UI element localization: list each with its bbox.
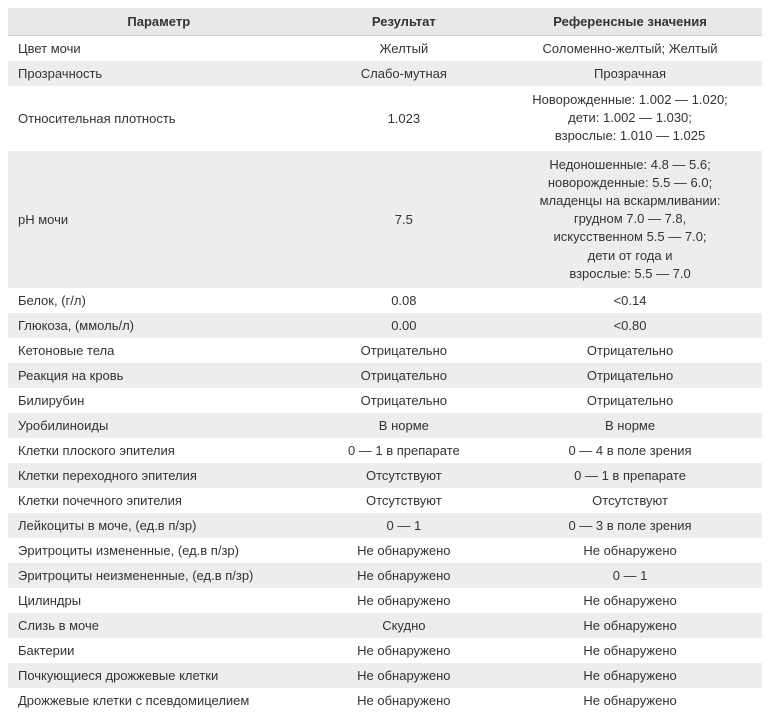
cell-reference: 0 — 1 [498, 563, 762, 588]
cell-parameter: Дрожжевые клетки с псевдомицелием [8, 688, 310, 713]
table-row: УробилиноидыВ нормеВ норме [8, 413, 762, 438]
cell-reference: <0.14 [498, 288, 762, 313]
table-row: Белок, (г/л)0.08<0.14 [8, 288, 762, 313]
table-row: ПрозрачностьСлабо-мутнаяПрозрачная [8, 61, 762, 86]
cell-reference: Не обнаружено [498, 638, 762, 663]
cell-result: Отсутствуют [310, 488, 499, 513]
cell-reference: 0 — 3 в поле зрения [498, 513, 762, 538]
cell-parameter: Билирубин [8, 388, 310, 413]
cell-result: 0.08 [310, 288, 499, 313]
cell-parameter: Почкующиеся дрожжевые клетки [8, 663, 310, 688]
cell-result: Не обнаружено [310, 588, 499, 613]
cell-parameter: Прозрачность [8, 61, 310, 86]
table-row: Слизь в мочеСкудноНе обнаружено [8, 613, 762, 638]
cell-parameter: Слизь в моче [8, 613, 310, 638]
cell-parameter: Эритроциты измененные, (ед.в п/зр) [8, 538, 310, 563]
cell-result: 1.023 [310, 86, 499, 151]
urinalysis-table: Параметр Результат Референсные значения … [8, 8, 762, 713]
column-header-parameter: Параметр [8, 8, 310, 36]
table-body: Цвет мочиЖелтыйСоломенно-желтый; ЖелтыйП… [8, 36, 762, 713]
cell-reference: Не обнаружено [498, 588, 762, 613]
cell-result: Слабо-мутная [310, 61, 499, 86]
cell-parameter: Уробилиноиды [8, 413, 310, 438]
cell-result: 0 — 1 [310, 513, 499, 538]
cell-result: Скудно [310, 613, 499, 638]
cell-reference: Прозрачная [498, 61, 762, 86]
cell-reference: Отрицательно [498, 338, 762, 363]
table-row: Реакция на кровьОтрицательноОтрицательно [8, 363, 762, 388]
table-row: Эритроциты измененные, (ед.в п/зр)Не обн… [8, 538, 762, 563]
cell-result: 7.5 [310, 151, 499, 288]
table-row: БилирубинОтрицательноОтрицательно [8, 388, 762, 413]
cell-reference: Не обнаружено [498, 538, 762, 563]
cell-result: Не обнаружено [310, 688, 499, 713]
table-row: ЦилиндрыНе обнаруженоНе обнаружено [8, 588, 762, 613]
cell-result: Желтый [310, 36, 499, 62]
cell-result: Отрицательно [310, 363, 499, 388]
cell-parameter: Клетки почечного эпителия [8, 488, 310, 513]
table-row: pH мочи7.5Недоношенные: 4.8 — 5.6;новоро… [8, 151, 762, 288]
table-row: Эритроциты неизмененные, (ед.в п/зр)Не о… [8, 563, 762, 588]
cell-parameter: Лейкоциты в моче, (ед.в п/зр) [8, 513, 310, 538]
cell-parameter: pH мочи [8, 151, 310, 288]
cell-parameter: Глюкоза, (ммоль/л) [8, 313, 310, 338]
cell-parameter: Клетки плоского эпителия [8, 438, 310, 463]
cell-reference: В норме [498, 413, 762, 438]
cell-reference: Отсутствуют [498, 488, 762, 513]
cell-reference: 0 — 1 в препарате [498, 463, 762, 488]
cell-parameter: Реакция на кровь [8, 363, 310, 388]
cell-parameter: Цилиндры [8, 588, 310, 613]
cell-result: Не обнаружено [310, 638, 499, 663]
cell-reference: Отрицательно [498, 388, 762, 413]
table-row: Клетки почечного эпителияОтсутствуютОтсу… [8, 488, 762, 513]
table-row: Глюкоза, (ммоль/л)0.00<0.80 [8, 313, 762, 338]
cell-reference: Не обнаружено [498, 613, 762, 638]
cell-result: Отрицательно [310, 388, 499, 413]
cell-reference: <0.80 [498, 313, 762, 338]
cell-result: 0 — 1 в препарате [310, 438, 499, 463]
table-row: БактерииНе обнаруженоНе обнаружено [8, 638, 762, 663]
cell-result: Отрицательно [310, 338, 499, 363]
cell-result: Не обнаружено [310, 563, 499, 588]
cell-reference: 0 — 4 в поле зрения [498, 438, 762, 463]
cell-parameter: Белок, (г/л) [8, 288, 310, 313]
column-header-result: Результат [310, 8, 499, 36]
cell-parameter: Кетоновые тела [8, 338, 310, 363]
cell-parameter: Бактерии [8, 638, 310, 663]
table-row: Относительная плотность1.023Новорожденны… [8, 86, 762, 151]
cell-parameter: Цвет мочи [8, 36, 310, 62]
table-row: Кетоновые телаОтрицательноОтрицательно [8, 338, 762, 363]
table-header-row: Параметр Результат Референсные значения [8, 8, 762, 36]
table-row: Клетки переходного эпителияОтсутствуют0 … [8, 463, 762, 488]
cell-parameter: Относительная плотность [8, 86, 310, 151]
table-row: Дрожжевые клетки с псевдомицелиемНе обна… [8, 688, 762, 713]
cell-result: 0.00 [310, 313, 499, 338]
cell-result: В норме [310, 413, 499, 438]
cell-parameter: Эритроциты неизмененные, (ед.в п/зр) [8, 563, 310, 588]
column-header-reference: Референсные значения [498, 8, 762, 36]
table-row: Клетки плоского эпителия0 — 1 в препарат… [8, 438, 762, 463]
table-row: Почкующиеся дрожжевые клеткиНе обнаружен… [8, 663, 762, 688]
cell-reference: Соломенно-желтый; Желтый [498, 36, 762, 62]
cell-reference: Новорожденные: 1.002 — 1.020;дети: 1.002… [498, 86, 762, 151]
cell-result: Не обнаружено [310, 663, 499, 688]
cell-reference: Недоношенные: 4.8 — 5.6;новорожденные: 5… [498, 151, 762, 288]
cell-reference: Не обнаружено [498, 688, 762, 713]
cell-result: Отсутствуют [310, 463, 499, 488]
table-row: Лейкоциты в моче, (ед.в п/зр)0 — 10 — 3 … [8, 513, 762, 538]
cell-reference: Не обнаружено [498, 663, 762, 688]
cell-parameter: Клетки переходного эпителия [8, 463, 310, 488]
table-row: Цвет мочиЖелтыйСоломенно-желтый; Желтый [8, 36, 762, 62]
cell-result: Не обнаружено [310, 538, 499, 563]
cell-reference: Отрицательно [498, 363, 762, 388]
